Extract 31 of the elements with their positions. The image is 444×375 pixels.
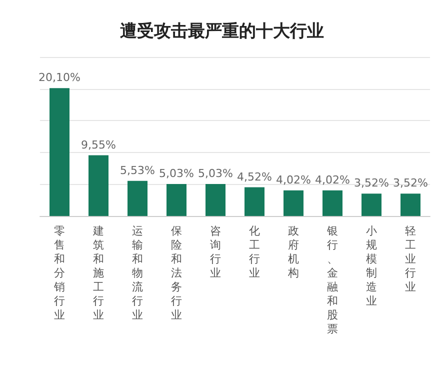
- x-tick-label: 咨询行业: [210, 224, 221, 280]
- data-label: 4,02%: [276, 173, 311, 186]
- bar: [128, 180, 148, 216]
- bar: [166, 184, 186, 216]
- data-label: 5,03%: [159, 167, 194, 180]
- bar: [206, 184, 226, 216]
- x-tick-label: 运输和物流行业: [132, 224, 143, 322]
- x-tick-label: 小规模制造业: [366, 224, 377, 308]
- chart-title: 遭受攻击最严重的十大行业: [120, 22, 324, 42]
- x-tick-label: 轻工业行业: [405, 224, 416, 294]
- bar: [400, 194, 420, 216]
- data-label: 9,55%: [81, 138, 116, 152]
- bar: [50, 88, 70, 216]
- x-tick-label: 银行、金融和股票: [326, 224, 338, 336]
- bar: [88, 155, 108, 216]
- data-label: 5,03%: [198, 167, 233, 180]
- data-label: 5,53%: [120, 164, 155, 177]
- x-tick-label: 化工行业: [249, 224, 260, 280]
- bar: [322, 190, 342, 216]
- data-label: 3,52%: [354, 176, 389, 190]
- data-label: 20,10%: [38, 71, 80, 84]
- x-tick-label: 零售和分销行业: [53, 224, 65, 322]
- x-tick-label: 保险和法务行业: [171, 224, 182, 322]
- x-tick-label: 建筑和施工行业: [92, 224, 104, 322]
- x-tick-label: 政府机构: [287, 224, 299, 280]
- data-label: 3,52%: [393, 176, 428, 190]
- data-label: 4,52%: [237, 170, 272, 184]
- bar: [244, 187, 264, 216]
- bar: [362, 194, 382, 216]
- bar: [284, 190, 304, 216]
- data-label: 4,02%: [315, 173, 350, 186]
